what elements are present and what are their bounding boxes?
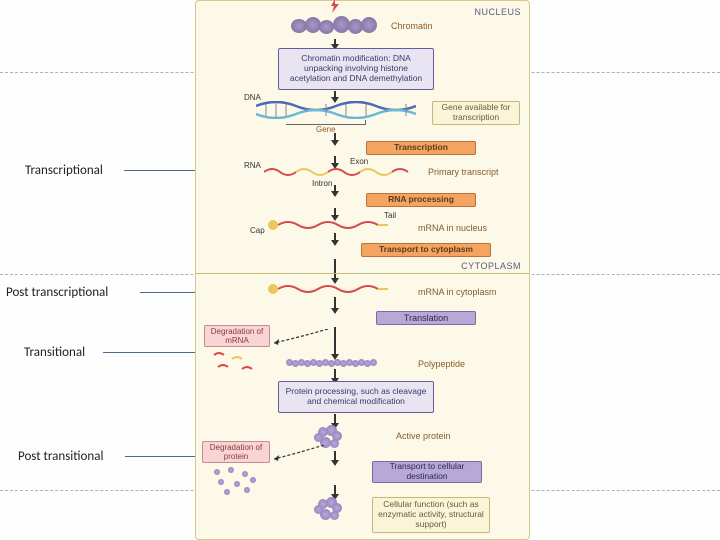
mrna-cytoplasm: [278, 283, 388, 295]
mrna-cytoplasm-text: mRNA in cytoplasm: [418, 287, 497, 297]
rna-primary: [264, 165, 414, 179]
arrow-5: [334, 185, 336, 192]
mrna-nucleus: [278, 219, 388, 231]
box-transport-cyto: Transport to cytoplasm: [361, 243, 491, 257]
final-protein-graphic: [314, 497, 348, 521]
polypeptide-graphic: [286, 359, 406, 367]
primary-transcript-text: Primary transcript: [428, 167, 499, 177]
mrna-fragments: [212, 351, 262, 375]
diagram-panel: NUCLEUS Chromatin Chromatin modification…: [195, 0, 530, 540]
arrow-6: [334, 208, 336, 216]
box-degradation-mrna: Degradation of mRNA: [204, 325, 270, 347]
box-protein-processing: Protein processing, such as cleavage and…: [278, 381, 434, 413]
gene-text: Gene: [316, 125, 336, 134]
box-chromatin-mod: Chromatin modification: DNA unpacking in…: [278, 48, 434, 90]
cap-graphic: [268, 220, 278, 230]
cap-text: Cap: [250, 226, 265, 235]
arrow-7: [334, 233, 336, 241]
label-post-transcriptional: Post transcriptional: [6, 285, 108, 300]
mrna-nucleus-text: mRNA in nucleus: [418, 223, 487, 233]
box-transport-cell: Transport to cellular destination: [372, 461, 482, 483]
box-rna-processing: RNA processing: [366, 193, 476, 207]
box-degradation-protein: Degradation of protein: [202, 441, 270, 463]
dashed-arrow-mrna: [270, 329, 330, 347]
active-protein-text: Active protein: [396, 431, 451, 441]
label-post-transitional: Post transitional: [18, 449, 103, 464]
arrow-10: [334, 327, 336, 355]
protein-fragments: [210, 467, 264, 497]
dashed-arrow-protein: [270, 445, 326, 463]
box-gene-available: Gene available for transcription: [432, 101, 520, 125]
exon-text: Exon: [350, 157, 368, 166]
arrow-2: [334, 91, 336, 98]
compartment-divider: [196, 273, 529, 274]
tail-text: Tail: [384, 211, 396, 220]
arrow-14: [334, 485, 336, 495]
arrow-11: [334, 369, 336, 379]
lightning-icon: [328, 0, 342, 13]
box-translation: Translation: [376, 311, 476, 325]
arrow-4: [334, 156, 336, 164]
arrow-12: [334, 414, 336, 424]
rna-text: RNA: [244, 161, 261, 170]
arrow-9: [334, 297, 336, 309]
chromatin-text: Chromatin: [391, 21, 433, 31]
polypeptide-text: Polypeptide: [418, 359, 465, 369]
chromatin-graphic: [291, 15, 381, 37]
nucleus-label: NUCLEUS: [474, 7, 521, 17]
cytoplasm-label: CYTOPLASM: [461, 261, 521, 271]
box-transcription: Transcription: [366, 141, 476, 155]
arrow-13: [334, 451, 336, 461]
box-cellular-function: Cellular function (such as enzymatic act…: [372, 497, 490, 533]
label-transcriptional: Transcriptional: [25, 163, 103, 178]
label-transitional: Transitional: [24, 345, 85, 360]
arrow-3: [334, 133, 336, 141]
arrow-8: [334, 259, 336, 279]
arrow-1: [334, 39, 336, 45]
dna-helix: [256, 101, 416, 119]
cap-2: [268, 284, 278, 294]
intron-text: Intron: [312, 179, 332, 188]
